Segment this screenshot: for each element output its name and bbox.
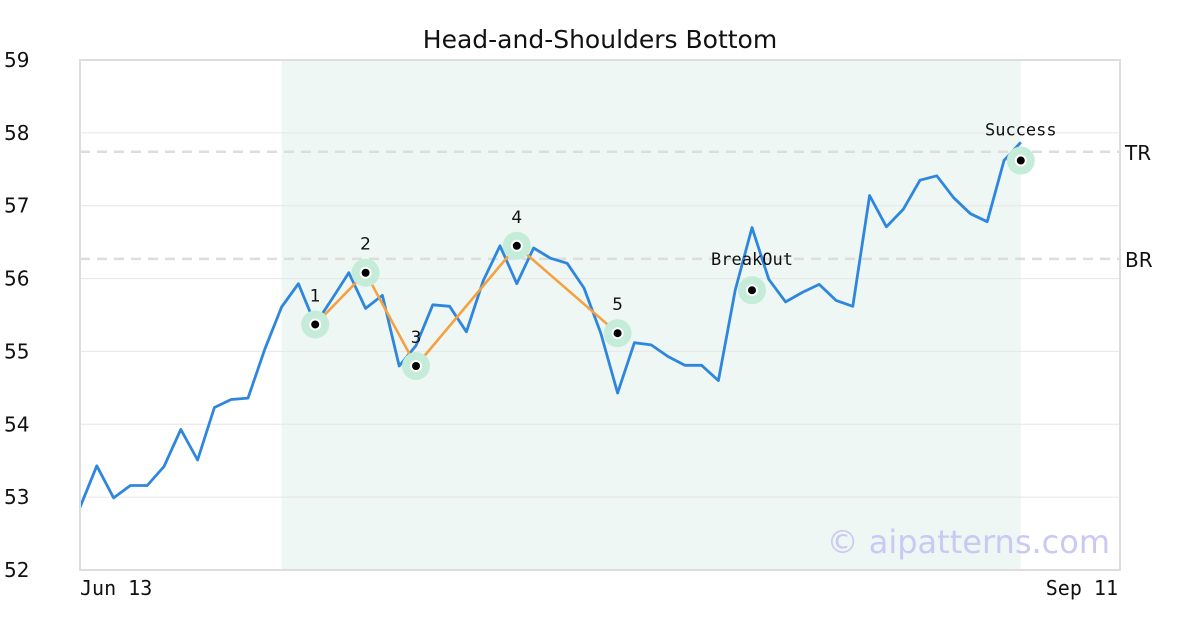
price-series-line [78,141,1022,508]
pattern-point-label: 5 [612,295,623,315]
watermark: © aipatterns.com [827,523,1110,561]
grid-layer [80,132,1120,498]
annotation-label: BreakOut [711,250,793,270]
x-tick-label: Sep 11 [1046,576,1118,600]
pattern-point-marker [309,318,322,331]
pattern-point-marker [510,239,523,252]
pattern-region-layer [281,60,1021,570]
y-tick-label: 59 [4,48,29,72]
x-tick-label: Jun 13 [80,576,152,600]
y-tick-label: 52 [4,558,29,582]
pattern-point-marker [410,360,422,372]
annotation-marker [746,284,758,297]
y-tick-label: 56 [4,267,29,291]
chart-title: Head-and-Shoulders Bottom [423,25,777,54]
plot-frame [79,59,1121,571]
y-axis-ticks: 52 53 54 55 56 57 58 59 [4,48,29,582]
pattern-point-label: 4 [511,208,522,228]
y-tick-label: 53 [4,485,29,509]
y-tick-label: 58 [4,121,29,145]
pattern-point-marker [359,266,372,279]
pattern-point-label: 3 [411,328,422,348]
annotation-marker [1014,154,1027,167]
price-line-layer [78,141,1022,508]
reference-lines-layer: TR BR [80,141,1153,272]
reference-line-label: TR [1124,141,1151,165]
y-tick-label: 57 [4,194,29,218]
annotation-label: Success [985,121,1057,141]
reference-line-label: BR [1125,248,1153,272]
pattern-region [281,60,1021,570]
y-tick-label: 54 [4,412,29,436]
markers-layer: 1 2 3 4 5 BreakOut Success [301,121,1057,380]
pattern-point-marker [611,327,624,340]
pattern-point-label: 1 [310,286,321,306]
x-axis-ticks: Jun 13 Sep 11 [80,576,1118,600]
pattern-point-label: 2 [360,235,371,255]
y-tick-label: 55 [4,339,29,363]
